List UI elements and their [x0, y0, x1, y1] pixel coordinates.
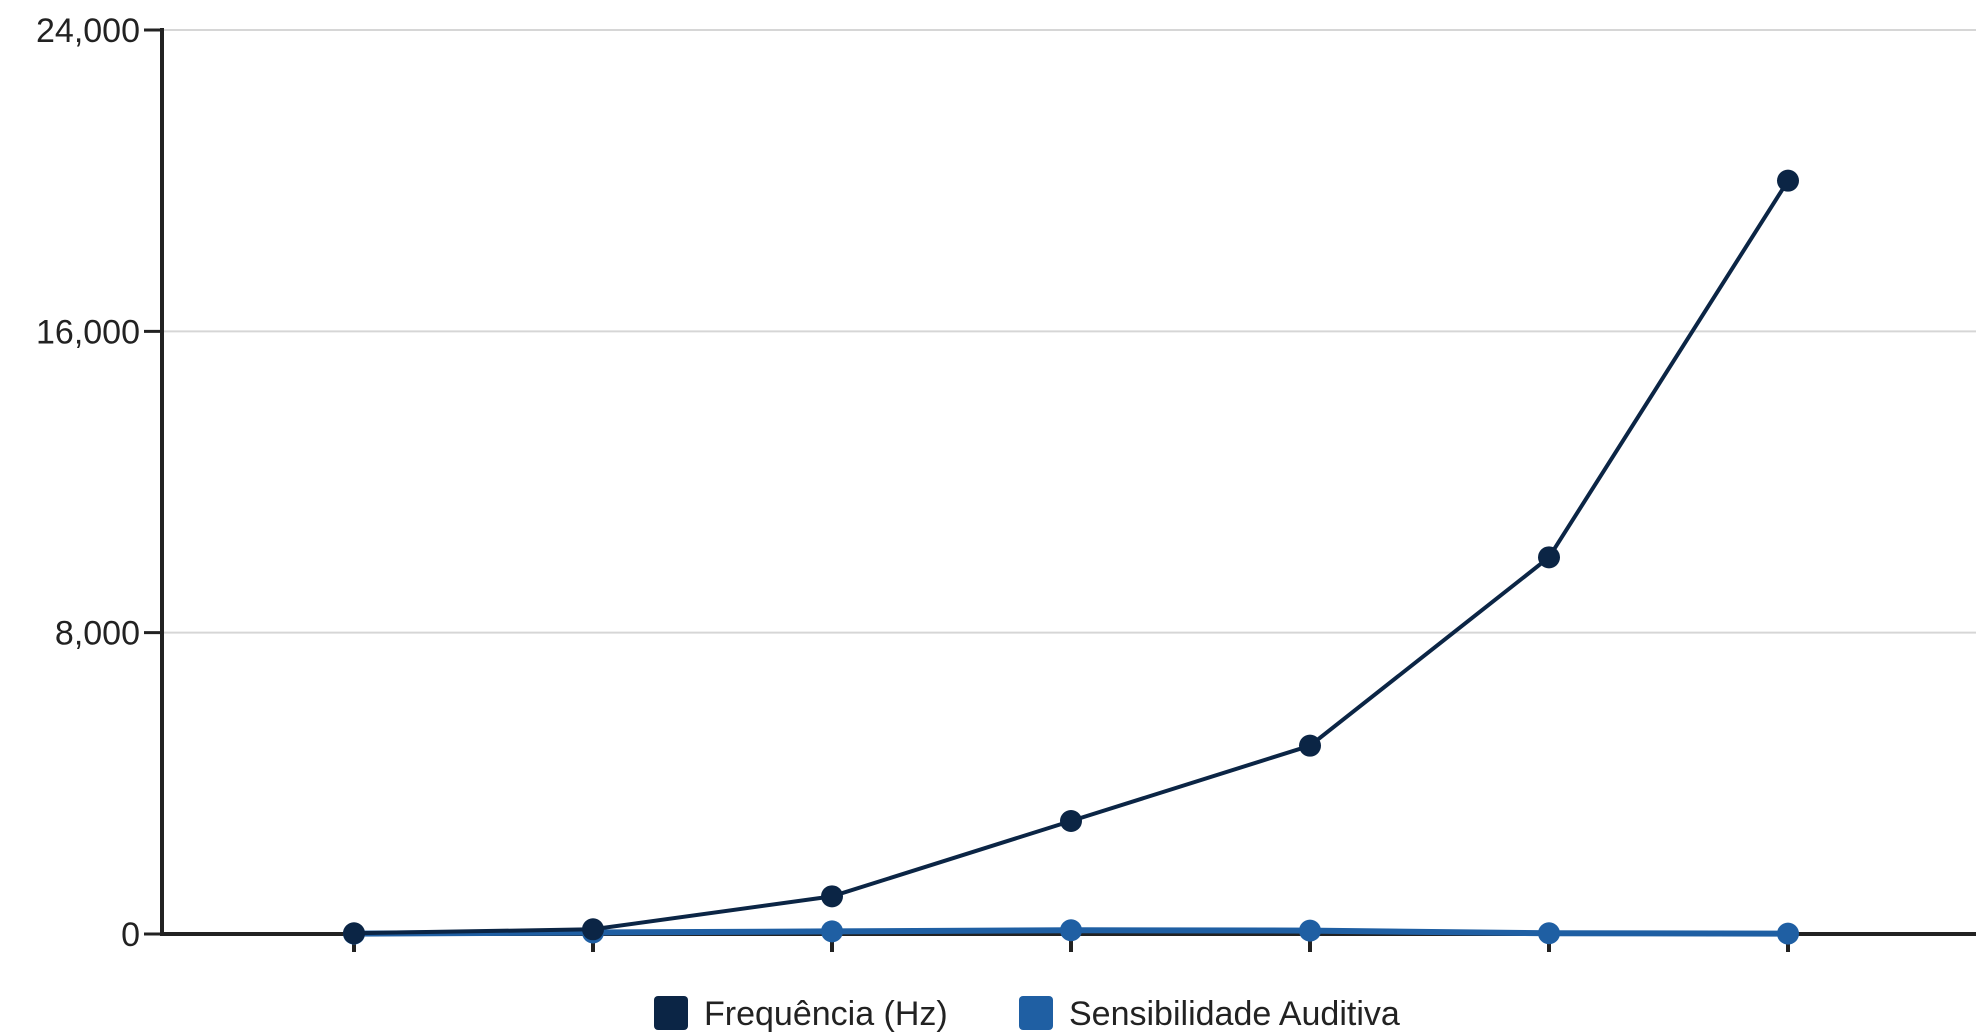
legend-item: Frequência (Hz): [654, 995, 948, 1032]
legend-label: Frequência (Hz): [704, 995, 948, 1032]
series-0: [343, 169, 1799, 945]
series-1: [343, 919, 1799, 945]
legend-swatch: [654, 996, 688, 1030]
legend-item: Sensibilidade Auditiva: [1019, 995, 1400, 1032]
data-point: [343, 922, 365, 945]
data-point: [1060, 810, 1082, 832]
data-point: [821, 920, 843, 943]
data-point: [1299, 919, 1321, 942]
y-tick-label: 0: [121, 916, 140, 954]
y-tick-label: 16,000: [36, 313, 140, 351]
data-point: [1299, 734, 1321, 757]
data-point: [1538, 922, 1560, 945]
gridlines: [162, 29, 1976, 634]
data-point: [1777, 169, 1799, 192]
series-group: [343, 169, 1799, 945]
data-point: [1060, 919, 1082, 942]
y-tick-label: 24,000: [36, 12, 140, 50]
data-point: [821, 885, 843, 908]
axes: 0 8,000 16,000 24,000: [36, 12, 1976, 954]
legend-swatch: [1019, 996, 1053, 1030]
y-tick-label: 8,000: [55, 615, 140, 653]
data-point: [1538, 546, 1560, 569]
legend-label: Sensibilidade Auditiva: [1069, 995, 1400, 1032]
legend: Frequência (Hz) Sensibilidade Auditiva: [654, 995, 1400, 1032]
data-point: [582, 918, 604, 941]
data-point: [1777, 922, 1799, 945]
